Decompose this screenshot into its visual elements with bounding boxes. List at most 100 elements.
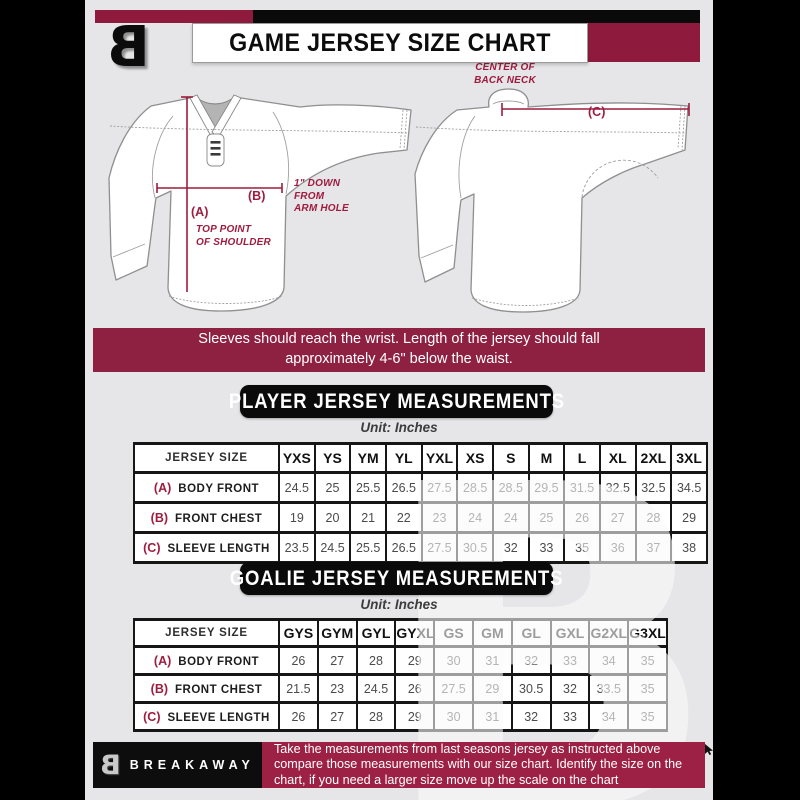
- goalie-size-col-GM: GM: [471, 618, 513, 648]
- player-size-col-YXS: YXS: [278, 442, 316, 474]
- goalie-value-cell: 31: [471, 701, 513, 732]
- player-size-col-YXL: YXL: [420, 442, 459, 474]
- goalie-row-front-chest: (B) FRONT CHEST 21.5 23 24.5 26 27.5 29 30.5 32 33…: [133, 673, 668, 704]
- goalie-size-col-GYS: GYS: [278, 618, 319, 648]
- player-row-label: (C) SLEEVE LENGTH: [133, 531, 280, 564]
- player-value-cell: 29: [670, 501, 708, 534]
- player-value-cell: 36: [598, 531, 637, 564]
- label-b-caption: 1" DOWN FROM ARM HOLE: [294, 178, 349, 214]
- goalie-size-col-GS: GS: [433, 618, 474, 648]
- goalie-value-cell: 30: [433, 645, 474, 676]
- goalie-value-cell: 27.5: [433, 673, 474, 704]
- goalie-size-col-GYL: GYL: [355, 618, 397, 648]
- goalie-value-cell: 33: [549, 701, 591, 732]
- front-jersey-outline: [108, 97, 412, 312]
- page-title-band: GAME JERSEY SIZE CHART: [192, 23, 588, 63]
- mouse-cursor-icon: [705, 744, 713, 755]
- player-value-cell: 31.5: [563, 471, 601, 504]
- goalie-value-cell: 27: [316, 645, 358, 676]
- goalie-value-cell: 34: [588, 701, 630, 732]
- back-measure-line-c: [501, 103, 690, 116]
- goalie-value-cell: 26: [394, 673, 436, 704]
- player-corner-cell: JERSEY SIZE: [133, 442, 280, 474]
- player-value-cell: 27.5: [420, 531, 459, 564]
- player-value-cell: 35: [563, 531, 601, 564]
- goalie-size-col-GXL: GXL: [549, 618, 591, 648]
- breakaway-b-logo-icon-small: B: [100, 749, 121, 781]
- player-size-col-L: L: [563, 442, 601, 474]
- goalie-header-row: JERSEY SIZE GYS GYM GYL GYXL GS GM GL GXL G2XL G3X…: [133, 618, 668, 648]
- goalie-value-cell: 26: [278, 701, 319, 732]
- goalie-value-cell: 29: [394, 701, 436, 732]
- breakaway-b-logo-icon: B: [107, 15, 150, 80]
- player-measurements-table: JERSEY SIZE YXS YS YM YL YXL XS S M L XL 2XL 3XL (A) B…: [133, 442, 708, 564]
- header-maroon-block: [587, 23, 700, 62]
- player-value-cell: 28: [634, 501, 673, 534]
- player-value-cell: 25: [527, 501, 566, 534]
- player-row-front-chest: (B) FRONT CHEST 19 20 21 22 23 24 24 25 26 27 28 29: [133, 501, 708, 534]
- player-value-cell: 30.5: [456, 531, 494, 564]
- player-value-cell: 26: [563, 501, 601, 534]
- goalie-value-cell: 32: [510, 701, 552, 732]
- size-chart-page: GAME JERSEY SIZE CHART B: [85, 0, 713, 800]
- player-value-cell: 32.5: [634, 471, 673, 504]
- player-value-cell: 38: [670, 531, 708, 564]
- goalie-size-col-GYXL: GYXL: [394, 618, 436, 648]
- goalie-value-cell: 29: [394, 645, 436, 676]
- goalie-size-col-G2XL: G2XL: [588, 618, 630, 648]
- player-value-cell: 24.5: [313, 531, 352, 564]
- footer-note-box: Take the measurements from last seasons …: [262, 742, 705, 788]
- player-value-cell: 33: [527, 531, 566, 564]
- label-a-caption: TOP POINT OF SHOULDER: [196, 224, 271, 248]
- goalie-value-cell: 28: [355, 701, 397, 732]
- player-value-cell: 32.5: [598, 471, 637, 504]
- goalie-value-cell: 23: [316, 673, 358, 704]
- player-size-col-YS: YS: [313, 442, 352, 474]
- player-value-cell: 28.5: [456, 471, 494, 504]
- goalie-value-cell: 32: [549, 673, 591, 704]
- player-value-cell: 24: [456, 501, 494, 534]
- footer: B BREAKAWAY Take the measurements from l…: [93, 742, 705, 788]
- player-value-cell: 24: [491, 501, 530, 534]
- front-measure-lines: [156, 96, 283, 292]
- back-jersey-seams: [415, 100, 686, 306]
- player-value-cell: 19: [278, 501, 316, 534]
- footer-note-text: Take the measurements from last seasons …: [274, 741, 683, 787]
- goalie-value-cell: 34: [588, 645, 630, 676]
- player-value-cell: 25.5: [349, 531, 387, 564]
- label-c: (C): [588, 105, 606, 119]
- player-row-sleeve-length: (C) SLEEVE LENGTH 23.5 24.5 25.5 26.5 27.5 30.5…: [133, 531, 708, 564]
- front-jersey-seams: [109, 109, 408, 304]
- jersey-diagrams: [108, 88, 690, 313]
- player-value-cell: 24.5: [278, 471, 316, 504]
- center-back-neck-caption: CENTER OF BACK NECK: [474, 62, 536, 86]
- label-a: (A): [191, 205, 209, 219]
- player-size-col-XS: XS: [456, 442, 494, 474]
- player-value-cell: 22: [384, 501, 423, 534]
- player-unit-label: Unit: Inches: [360, 420, 438, 435]
- player-value-cell: 23: [420, 501, 459, 534]
- player-value-cell: 25.5: [349, 471, 387, 504]
- player-value-cell: 23.5: [278, 531, 316, 564]
- goalie-value-cell: 24.5: [355, 673, 397, 704]
- goalie-value-cell: 33.5: [588, 673, 630, 704]
- label-b: (B): [248, 189, 266, 203]
- player-size-col-YM: YM: [349, 442, 387, 474]
- notice-banner: Sleeves should reach the wrist. Length o…: [93, 328, 705, 372]
- back-jersey-outline: [414, 88, 689, 313]
- goalie-size-col-GYM: GYM: [316, 618, 358, 648]
- header-maroon-bar: [95, 10, 253, 23]
- goalie-value-cell: 30: [433, 701, 474, 732]
- goalie-row-label: (A) BODY FRONT: [133, 645, 280, 676]
- goalie-value-cell: 29: [471, 673, 513, 704]
- player-size-col-3XL: 3XL: [670, 442, 708, 474]
- footer-brand-box: B BREAKAWAY: [93, 742, 262, 788]
- goalie-value-cell: 35: [627, 645, 668, 676]
- goalie-corner-cell: JERSEY SIZE: [133, 618, 280, 648]
- player-value-cell: 27.5: [420, 471, 459, 504]
- goalie-row-label: (C) SLEEVE LENGTH: [133, 701, 280, 732]
- goalie-section-title: GOALIE JERSEY MEASUREMENTS: [229, 566, 564, 590]
- notice-text: Sleeves should reach the wrist. Length o…: [198, 331, 600, 367]
- goalie-unit-label: Unit: Inches: [360, 597, 438, 612]
- goalie-value-cell: 21.5: [278, 673, 319, 704]
